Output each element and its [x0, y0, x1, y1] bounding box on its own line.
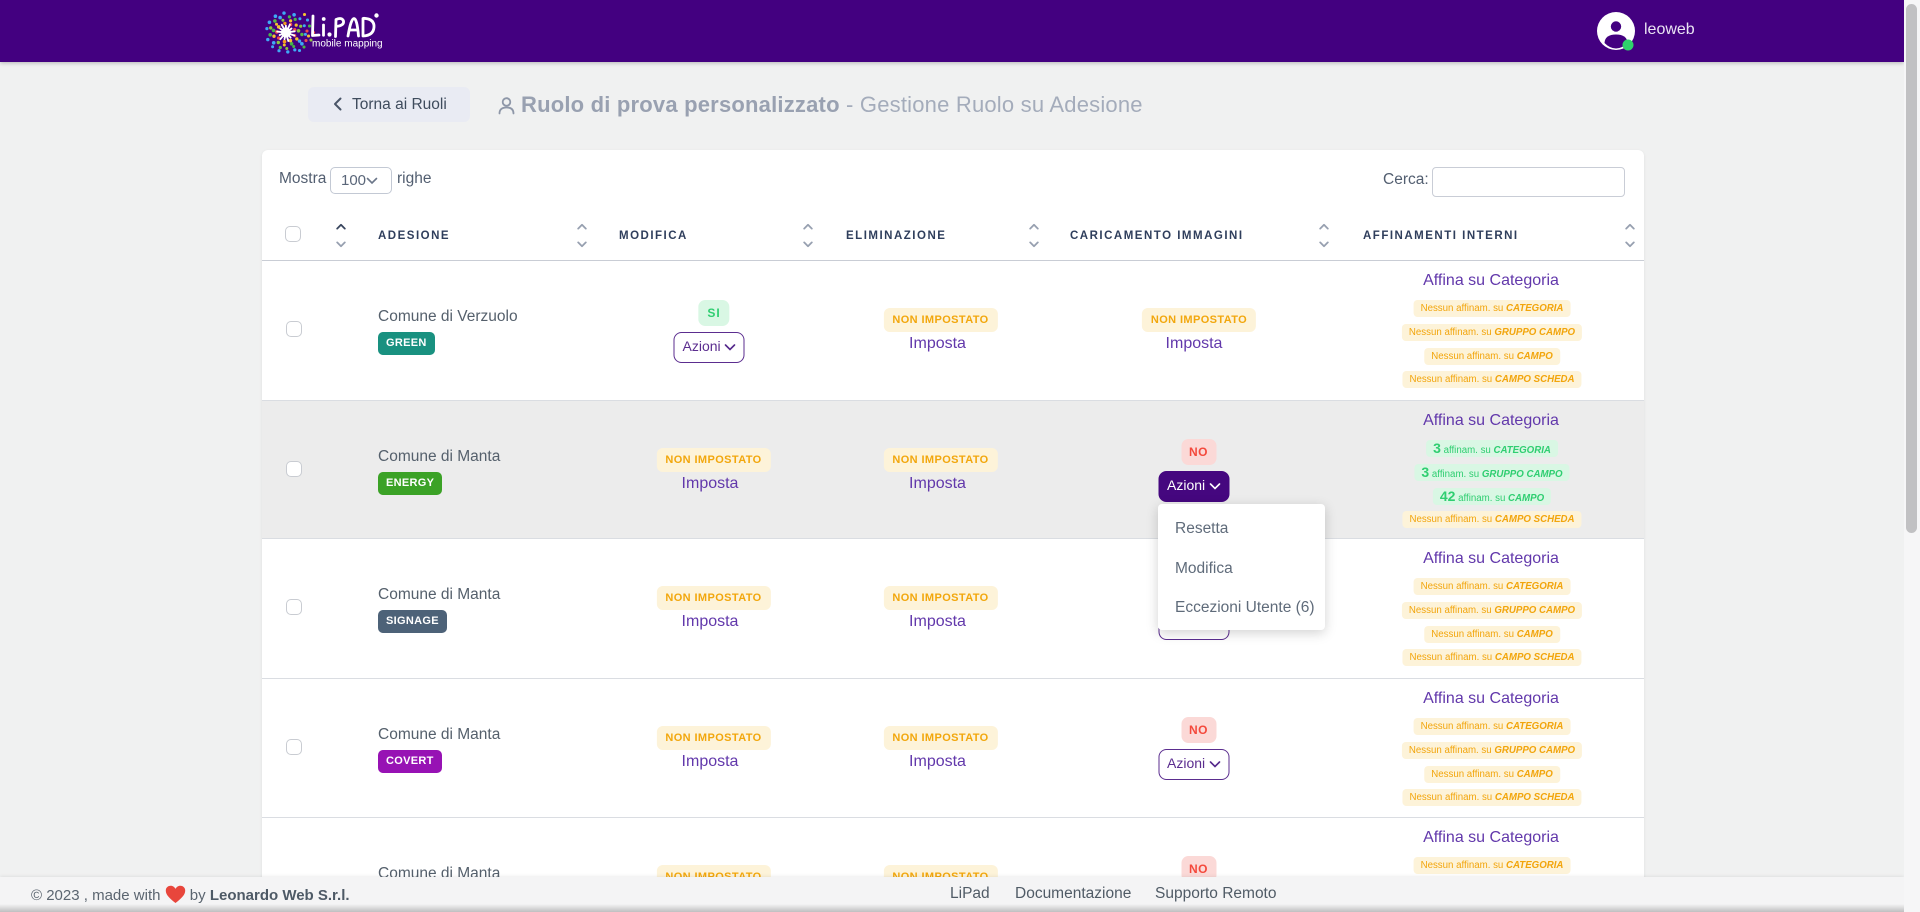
svg-text:mobile mapping: mobile mapping	[312, 39, 383, 50]
